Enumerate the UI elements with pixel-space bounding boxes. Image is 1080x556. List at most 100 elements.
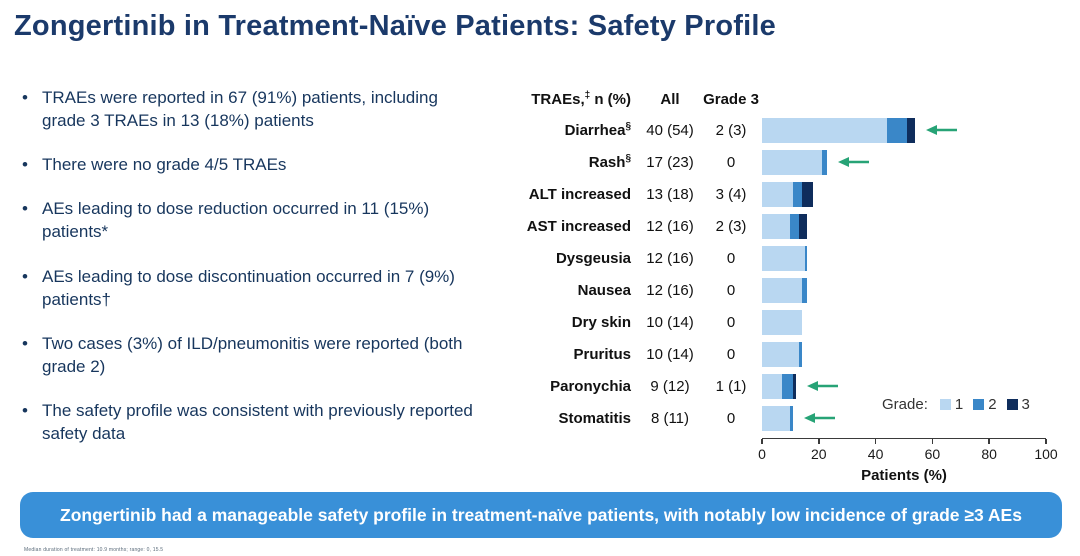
table-header-row: TRAEs,‡ n (%) All Grade 3 xyxy=(514,84,1066,114)
legend-entry-grade-3: 3 xyxy=(1006,396,1030,413)
bar-segment-grade3 xyxy=(906,117,916,143)
stacked-bar xyxy=(762,181,814,207)
bullet-item: There were no grade 4/5 TRAEs xyxy=(20,153,482,176)
bar-segment-grade1 xyxy=(762,181,794,207)
bar-segment-grade1 xyxy=(762,309,802,335)
table-header-traes: TRAEs,‡ n (%) xyxy=(531,89,631,108)
bar-segment-grade1 xyxy=(762,117,887,143)
bar-segment-grade2 xyxy=(798,341,802,367)
bar-segment-grade3 xyxy=(798,213,808,239)
bar-segment-grade1 xyxy=(762,341,799,367)
legend-swatch xyxy=(939,399,951,410)
bar-segment-grade2 xyxy=(790,213,799,239)
bullet-item: AEs leading to dose discontinuation occu… xyxy=(20,265,482,311)
bar-segment-grade2 xyxy=(793,181,802,207)
stacked-bar xyxy=(762,245,808,271)
table-row: Dry skin 10 (14) 0 xyxy=(514,306,1066,338)
ae-all-value: 17 (23) xyxy=(646,153,694,171)
ae-all-value: 12 (16) xyxy=(646,281,694,299)
bar-segment-grade1 xyxy=(762,213,791,239)
ae-grade3-value: 0 xyxy=(726,249,736,267)
ae-all-value: 13 (18) xyxy=(646,185,694,203)
stacked-bar xyxy=(762,309,802,335)
bar-segment-grade1 xyxy=(762,245,805,271)
bar-segment-grade2 xyxy=(804,245,808,271)
trae-rows: Diarrhea§ 40 (54) 2 (3) Rash§ 17 (23) 0 ALT in… xyxy=(514,114,1066,434)
table-row: Diarrhea§ 40 (54) 2 (3) xyxy=(514,114,1066,146)
ae-name: Stomatitis xyxy=(558,409,631,427)
conclusion-banner: Zongertinib had a manageable safety prof… xyxy=(20,492,1062,538)
bar-segment-grade2 xyxy=(801,277,808,303)
table-row: Nausea 12 (16) 0 xyxy=(514,274,1066,306)
page-title: Zongertinib in Treatment-Naïve Patients:… xyxy=(14,10,776,42)
bar-segment-grade2 xyxy=(790,405,794,431)
ae-grade3-value: 0 xyxy=(726,409,736,427)
legend-swatch xyxy=(1006,399,1018,410)
stacked-bar xyxy=(762,373,797,399)
stacked-bar xyxy=(762,277,808,303)
ae-all-value: 12 (16) xyxy=(646,249,694,267)
ae-grade3-value: 0 xyxy=(726,153,736,171)
ae-name: Pruritus xyxy=(573,345,631,363)
bar-segment-grade1 xyxy=(762,277,802,303)
stacked-bar xyxy=(762,117,916,143)
ae-all-value: 10 (14) xyxy=(646,313,694,331)
ae-grade3-value: 2 (3) xyxy=(715,121,747,139)
ae-grade3-value: 1 (1) xyxy=(715,377,747,395)
ae-all-value: 40 (54) xyxy=(646,121,694,139)
bar-segment-grade3 xyxy=(801,181,814,207)
table-row: Rash§ 17 (23) 0 xyxy=(514,146,1066,178)
bar-segment-grade2 xyxy=(821,149,828,175)
ae-all-value: 12 (16) xyxy=(646,217,694,235)
highlight-arrow-icon xyxy=(805,380,839,392)
ae-all-value: 9 (12) xyxy=(650,377,690,395)
table-row: Stomatitis 8 (11) 0 xyxy=(514,402,1066,434)
footnote: Median duration of treatment: 10.9 month… xyxy=(24,547,164,553)
x-axis-wrap: 0 20 40 60 80 100 Patients (%) xyxy=(514,434,1066,490)
conclusion-text: Zongertinib had a manageable safety prof… xyxy=(60,504,1022,525)
highlight-arrow-icon xyxy=(836,156,870,168)
table-row: Dysgeusia 12 (16) 0 xyxy=(514,242,1066,274)
ae-name: Dry skin xyxy=(571,313,631,331)
stacked-bar xyxy=(762,405,794,431)
table-header-grade3: Grade 3 xyxy=(703,90,759,108)
bar-segment-grade2 xyxy=(886,117,907,143)
x-axis: 0 20 40 60 80 100 Patients (%) xyxy=(758,438,1058,490)
ae-name: Paronychia xyxy=(550,377,631,395)
stacked-bar xyxy=(762,149,828,175)
ae-grade3-value: 3 (4) xyxy=(715,185,747,203)
bar-segment-grade3 xyxy=(793,373,797,399)
legend-swatch xyxy=(973,399,985,410)
bullet-item: The safety profile was consistent with p… xyxy=(20,399,482,445)
highlight-arrow-icon xyxy=(924,124,958,136)
bar-segment-grade1 xyxy=(762,149,822,175)
legend-entry-grade-2: 2 xyxy=(973,396,997,413)
bar-segment-grade2 xyxy=(781,373,794,399)
ae-name: Dysgeusia xyxy=(555,249,631,267)
ae-name: Rash§ xyxy=(588,152,631,171)
ae-all-value: 8 (11) xyxy=(650,409,690,427)
bullet-item: TRAEs were reported in 67 (91%) patients… xyxy=(20,86,482,132)
ae-all-value: 10 (14) xyxy=(646,345,694,363)
highlight-arrow-icon xyxy=(802,412,836,424)
stacked-bar xyxy=(762,341,802,367)
table-row: ALT increased 13 (18) 3 (4) xyxy=(514,178,1066,210)
trae-table-chart: TRAEs,‡ n (%) All Grade 3 Diarrhea§ 40 (5… xyxy=(514,84,1066,490)
table-header-all: All xyxy=(660,90,680,108)
bar-segment-grade1 xyxy=(762,405,791,431)
ae-grade3-value: 0 xyxy=(726,345,736,363)
ae-name: AST increased xyxy=(526,217,631,235)
ae-grade3-value: 0 xyxy=(726,313,736,331)
table-row: Paronychia 9 (12) 1 (1) xyxy=(514,370,1066,402)
legend-entry-grade-1: 1 xyxy=(939,396,963,413)
bullet-item: Two cases (3%) of ILD/pneumonitis were r… xyxy=(20,332,482,378)
x-axis-label: Patients (%) xyxy=(861,467,947,484)
ae-name: Nausea xyxy=(577,281,631,299)
stacked-bar xyxy=(762,213,808,239)
ae-grade3-value: 2 (3) xyxy=(715,217,747,235)
bar-segment-grade1 xyxy=(762,373,782,399)
ae-name: ALT increased xyxy=(528,185,631,203)
bullet-item: AEs leading to dose reduction occurred i… xyxy=(20,197,482,243)
